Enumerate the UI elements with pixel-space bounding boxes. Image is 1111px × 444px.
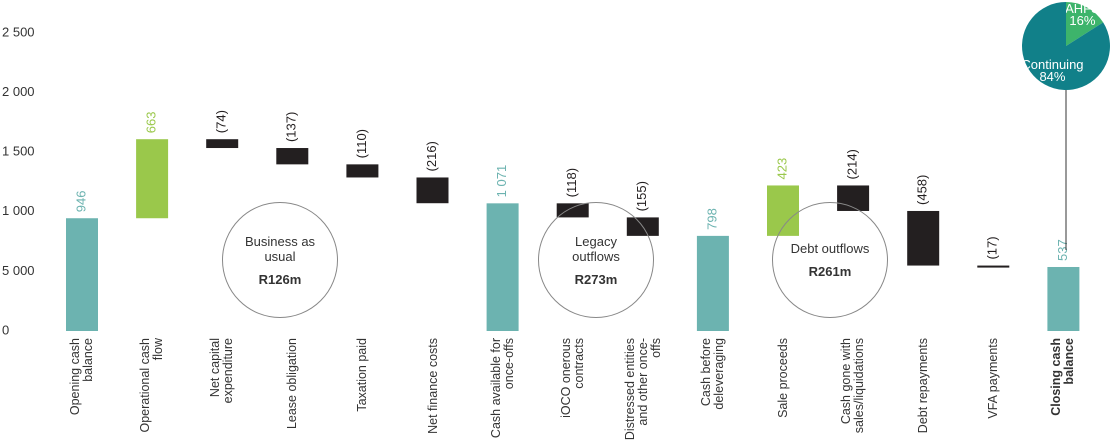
- x-tick-label: Sale proceeds: [775, 338, 790, 418]
- x-tick-label: Net capital expenditure: [208, 338, 236, 404]
- bar: [486, 203, 519, 331]
- annotation-text: Debt outflows: [790, 241, 870, 256]
- value-label: (216): [424, 141, 439, 171]
- bar: [907, 210, 940, 266]
- bar: [1047, 266, 1080, 331]
- y-tick-label: 2 000: [2, 84, 35, 99]
- value-label: (17): [985, 236, 1000, 259]
- value-label: 1 071: [494, 165, 509, 198]
- annotation-amount: R273m: [574, 271, 618, 287]
- x-tick-label: Cash available for once-offs: [488, 338, 516, 439]
- bar: [276, 148, 309, 165]
- x-tick-label: Operational cash flow: [138, 338, 166, 433]
- value-label: (214): [845, 149, 860, 179]
- annotation-circle: Legacy outflows R273m: [538, 202, 654, 318]
- y-tick-label: 2 500: [2, 24, 35, 39]
- pie-label: AHFS: [1065, 1, 1100, 16]
- x-tick-label: Debt repayments: [915, 338, 930, 434]
- y-tick-label: 0: [2, 322, 9, 337]
- x-tick-label: Net finance costs: [425, 338, 439, 434]
- bar: [696, 235, 729, 331]
- annotation-text: Legacy outflows: [572, 233, 620, 264]
- value-label: (110): [354, 129, 369, 158]
- x-tick-label: VFA payments: [985, 338, 1000, 419]
- pie-label: Continuing: [1021, 57, 1083, 72]
- bar: [346, 164, 379, 178]
- value-label: (155): [634, 181, 649, 211]
- annotation-amount: R126m: [258, 271, 302, 287]
- value-label: (137): [284, 112, 299, 142]
- value-label: 798: [704, 208, 719, 230]
- x-tick-label: Closing cash balance: [1049, 338, 1077, 416]
- annotation-circle: Debt outflows R261m: [772, 202, 888, 318]
- annotation-amount: R261m: [808, 264, 852, 279]
- bar: [416, 177, 449, 204]
- pie-value-label: 16%: [1069, 13, 1095, 28]
- x-tick-label: iOCO onerous contracts: [558, 338, 586, 418]
- x-tick-label: Distressed entities and other once-offs: [622, 338, 663, 441]
- x-tick-label: Lease obligation: [284, 338, 299, 430]
- x-tick-label: Opening cash balance: [68, 338, 95, 416]
- annotation-circle: Business as usual R126m: [222, 202, 338, 318]
- value-label: 423: [774, 158, 789, 180]
- y-tick-label: 1 500: [2, 144, 35, 159]
- value-label: (118): [564, 168, 579, 197]
- pie-value-label: 84%: [1039, 69, 1065, 84]
- value-label: (74): [214, 110, 229, 133]
- y-tick-label: 5 000: [2, 263, 35, 278]
- annotation-text: Business as usual: [244, 233, 316, 264]
- pie-slice: [1021, 2, 1110, 90]
- value-label: 537: [1055, 239, 1070, 261]
- bar: [206, 139, 239, 149]
- bar: [977, 265, 1010, 268]
- bar: [136, 139, 169, 219]
- value-label: 946: [73, 191, 88, 213]
- y-tick-label: 1 000: [2, 203, 35, 218]
- value-label: (458): [915, 175, 930, 205]
- value-label: 663: [144, 112, 159, 134]
- x-tick-label: Taxation paid: [354, 338, 369, 412]
- x-tick-label: Cash before deleveraging: [698, 338, 726, 410]
- x-tick-label: Cash gone with sales/liquidations: [839, 338, 867, 434]
- pie-slice: [1066, 2, 1104, 46]
- bar: [66, 218, 98, 331]
